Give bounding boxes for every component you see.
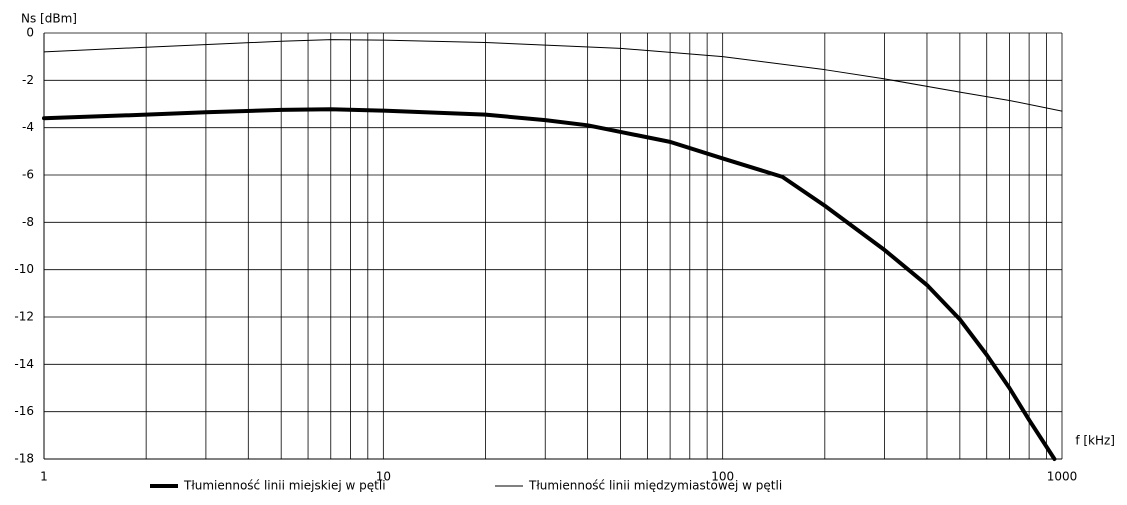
y-tick-label: -14 — [14, 357, 34, 371]
y-tick-label: -18 — [14, 452, 34, 466]
y-tick-label: -4 — [22, 120, 34, 134]
series-line — [43, 39, 1063, 112]
x-axis-label: f [kHz] — [1075, 434, 1115, 448]
y-tick-label: 0 — [26, 26, 34, 40]
y-tick-label: -6 — [22, 168, 34, 182]
x-tick-label: 1000 — [1047, 470, 1078, 484]
y-tick-label: -16 — [14, 404, 34, 418]
series-line — [42, 107, 1057, 461]
legend-label: Tłumienność linii miejskiej w pętli — [183, 479, 386, 493]
x-tick-label: 1 — [40, 470, 48, 484]
y-axis-label: Ns [dBm] — [21, 12, 77, 26]
y-tick-label: -2 — [22, 73, 34, 87]
x-tick-label: 100 — [711, 470, 734, 484]
y-tick-label: -10 — [14, 262, 34, 276]
legend-label: Tłumienność linii międzymiastowej w pętl… — [528, 479, 782, 493]
y-tick-label: -12 — [14, 310, 34, 324]
y-tick-label: -8 — [22, 215, 34, 229]
x-tick-label: 10 — [376, 470, 391, 484]
